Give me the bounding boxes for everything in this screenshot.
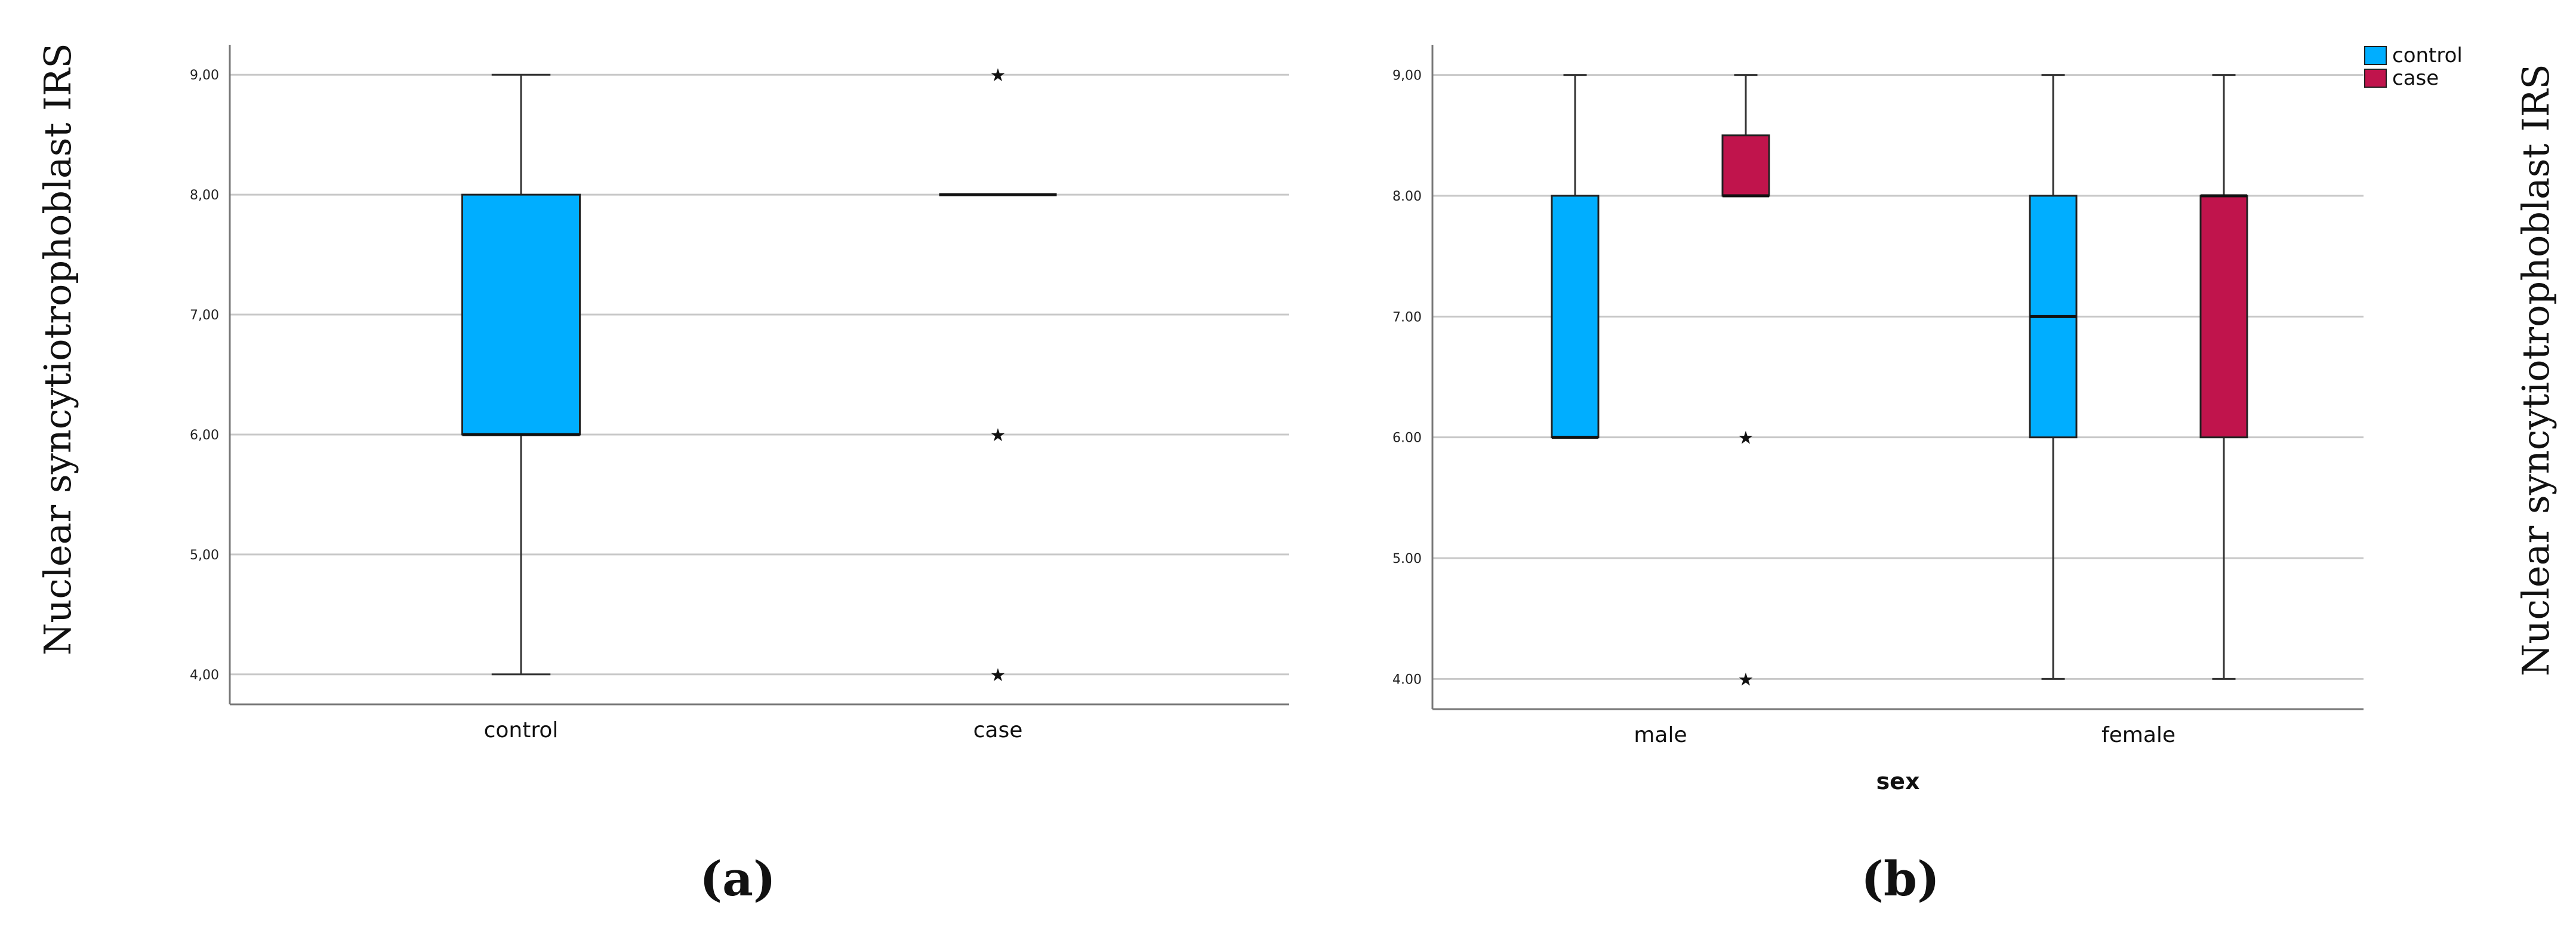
outlier-marker: ★ [990,65,1006,86]
panel-b-label: (b) [1861,851,1940,907]
x-tick-label: case [973,718,1023,743]
outlier-marker: ★ [990,665,1006,686]
box-female-case [2199,74,2248,680]
box-case-case: ★ ★ ★ [939,65,1057,686]
outlier-marker: ★ [990,425,1006,446]
box-iqr [1721,134,1770,197]
panel-b-x-axis-label: sex [1876,768,1920,794]
panel-a-gridlines [230,73,1289,676]
legend-label-case: case [2392,66,2439,90]
outlier-marker: ★ [1738,428,1754,449]
panel-b-chart: 4.005.006.007.008.009,00 ★★ male female s… [1392,44,2557,907]
panel-a-chart: 4,00 5,00 6,00 7,00 8,00 9,00 ★ ★ ★ control case… [36,43,1289,907]
outlier-marker: ★ [1738,669,1754,690]
box-control-control [461,73,581,676]
y-tick-label: 7,00 [190,308,219,323]
y-tick-label: 6.00 [1392,431,1422,446]
panel-b-boxes: ★★ [1551,74,2248,690]
y-tick-label: 5,00 [190,548,219,563]
panel-a-y-tick-labels: 4,00 5,00 6,00 7,00 8,00 9,00 [190,68,219,683]
panel-a-axes [229,45,1289,706]
x-tick-label: control [484,718,559,743]
panel-b-x-tick-labels: male female [1634,723,2176,747]
y-tick-label: 6,00 [190,428,219,443]
y-tick-label: 8.00 [1392,189,1422,204]
y-tick-label: 9,00 [1392,69,1422,84]
box-female-control [2029,74,2078,680]
y-tick-label: 9,00 [190,68,219,83]
y-tick-label: 4,00 [190,668,219,683]
panel-b-axes [1431,45,2364,710]
box-iqr [2199,195,2248,439]
y-tick-label: 5.00 [1392,552,1422,566]
box-iqr [461,193,581,436]
x-tick-label: female [2102,723,2176,747]
panel-a-x-tick-labels: control case [484,718,1023,743]
legend-swatch-case [2364,69,2387,88]
box-iqr [1551,195,1600,439]
x-tick-label: male [1634,723,1687,747]
legend-label-control: control [2392,44,2463,67]
panel-a-label: (a) [700,851,776,907]
panel-b-y-tick-labels: 4.00 5.00 6.00 7.00 8.00 9,00 [1392,69,1422,688]
y-tick-label: 7.00 [1392,310,1422,325]
y-tick-label: 4.00 [1392,672,1422,687]
y-tick-label: 8,00 [190,188,219,203]
panel-a-y-axis-label: Nuclear syncytiotrophoblast IRS [36,43,79,655]
box-male-case: ★★ [1721,74,1770,690]
legend-swatch-control [2364,46,2387,65]
panel-a-boxes: ★ ★ ★ [461,65,1057,686]
box-male-control [1551,74,1600,439]
panel-b-y-axis-label: Nuclear syncytiotrophoblast IRS [2514,64,2557,676]
